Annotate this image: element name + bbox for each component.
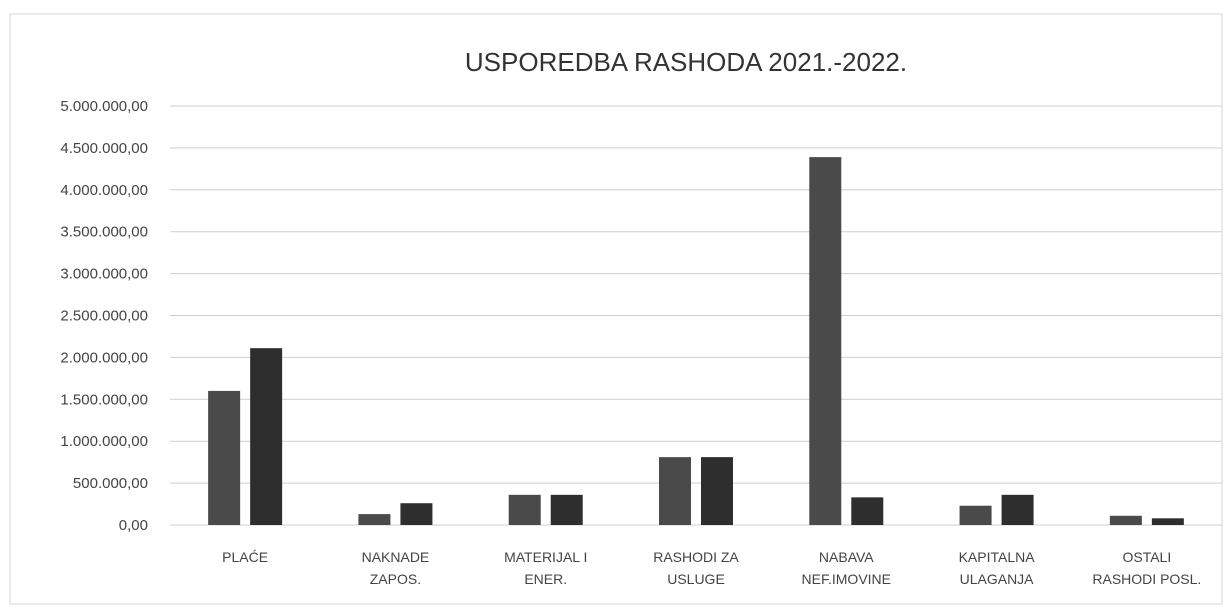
bar bbox=[851, 497, 883, 525]
gridlines bbox=[170, 106, 1222, 525]
x-tick-label: NABAVA bbox=[819, 549, 874, 565]
y-axis-tick-labels: 0,00 500.000,00 1.000.000,00 1.500.000,00 2.… bbox=[60, 98, 148, 534]
bar bbox=[551, 495, 583, 525]
bar bbox=[358, 514, 390, 525]
x-tick-label: RASHODI ZA bbox=[653, 549, 739, 565]
y-tick-label: 4.500.000,00 bbox=[60, 140, 148, 157]
x-tick-label: MATERIJAL I bbox=[504, 549, 587, 565]
bars bbox=[208, 157, 1184, 525]
x-tick-label: NAKNADE bbox=[362, 549, 430, 565]
chart-frame bbox=[10, 14, 1222, 604]
x-tick-label: RASHODI POSL. bbox=[1092, 571, 1201, 587]
bar bbox=[809, 157, 841, 525]
y-tick-label: 3.000.000,00 bbox=[60, 266, 148, 283]
x-tick-label: PLAĆE bbox=[222, 549, 268, 565]
bar bbox=[509, 495, 541, 525]
x-tick-label: OSTALI bbox=[1122, 549, 1171, 565]
y-tick-label: 0,00 bbox=[119, 517, 148, 534]
x-tick-label: KAPITALNA bbox=[959, 549, 1036, 565]
y-tick-label: 3.500.000,00 bbox=[60, 224, 148, 241]
bar bbox=[1110, 516, 1142, 525]
chart-title: USPOREDBA RASHODA 2021.-2022. bbox=[465, 47, 907, 77]
y-tick-label: 4.000.000,00 bbox=[60, 182, 148, 199]
y-tick-label: 5.000.000,00 bbox=[60, 98, 148, 115]
y-tick-label: 1.000.000,00 bbox=[60, 433, 148, 450]
y-tick-label: 500.000,00 bbox=[73, 475, 148, 492]
y-tick-label: 1.500.000,00 bbox=[60, 391, 148, 408]
x-tick-label: ULAGANJA bbox=[960, 571, 1035, 587]
x-tick-label: NEF.IMOVINE bbox=[802, 571, 891, 587]
bar bbox=[1002, 495, 1034, 525]
bar bbox=[960, 506, 992, 525]
bar bbox=[1152, 518, 1184, 525]
y-tick-label: 2.500.000,00 bbox=[60, 308, 148, 325]
bar bbox=[208, 391, 240, 525]
x-tick-label: USLUGE bbox=[667, 571, 725, 587]
x-tick-label: ZAPOS. bbox=[370, 571, 421, 587]
bar bbox=[659, 457, 691, 525]
bar bbox=[400, 503, 432, 525]
y-tick-label: 2.000.000,00 bbox=[60, 349, 148, 366]
x-axis-tick-labels: PLAĆE NAKNADE ZAPOS. MATERIJAL I ENER. RASHOD… bbox=[222, 549, 1201, 587]
bar bbox=[701, 457, 733, 525]
bar bbox=[250, 348, 282, 525]
x-tick-label: ENER. bbox=[524, 571, 567, 587]
